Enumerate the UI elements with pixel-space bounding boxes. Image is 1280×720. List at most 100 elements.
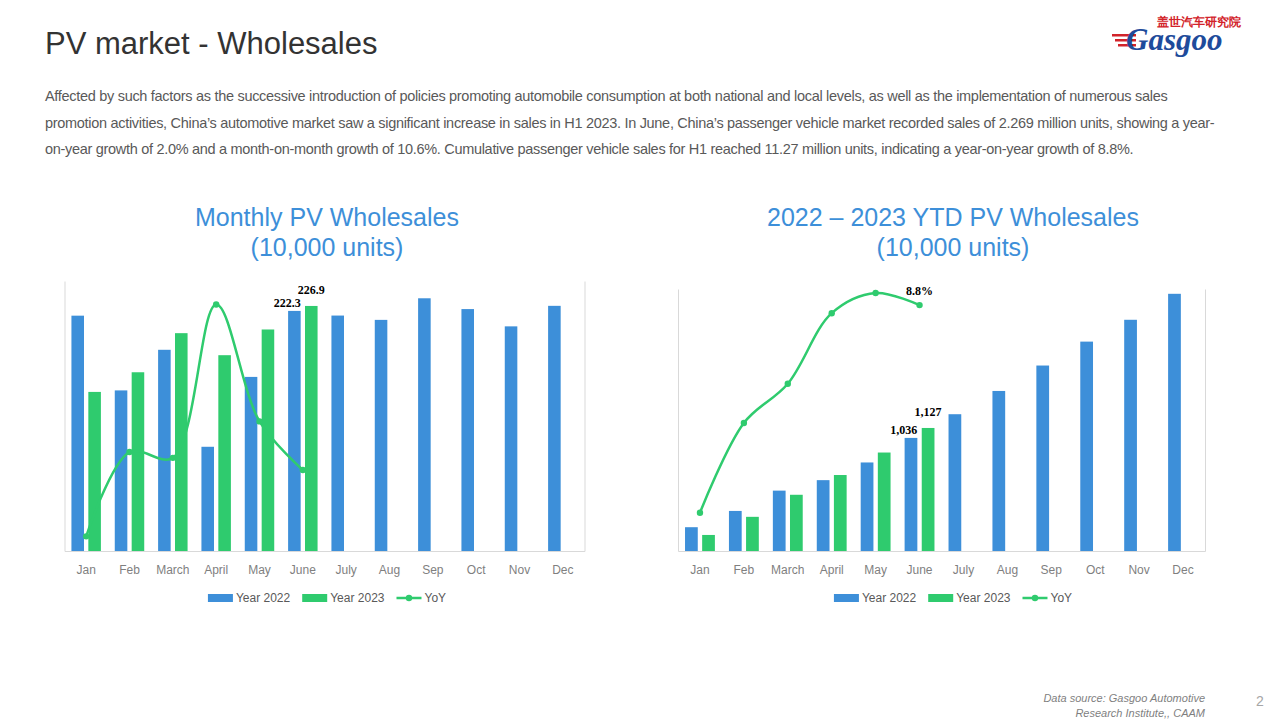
bar	[702, 535, 715, 551]
x-axis-tick: Nov	[1128, 551, 1149, 577]
bar	[729, 511, 742, 551]
line-marker	[916, 302, 922, 308]
x-axis-tick-label: Jan	[690, 563, 709, 577]
y2-axis-line	[585, 282, 586, 552]
x-axis-tick: Aug	[997, 551, 1018, 577]
line-marker	[83, 533, 89, 539]
line	[86, 305, 303, 537]
legend-label: Year 2023	[956, 591, 1011, 605]
bar	[1080, 342, 1093, 551]
data-label: 1,127	[915, 405, 942, 419]
x-axis-tick: April	[204, 551, 228, 577]
x-axis-tick-label: April	[820, 563, 844, 577]
line-marker	[300, 467, 306, 473]
bar	[331, 316, 344, 551]
x-axis: JanFebMarchAprilMayJuneJulyAugSepOctNovD…	[65, 551, 585, 577]
x-axis-tick: March	[156, 551, 189, 577]
bar	[746, 517, 759, 551]
x-axis-tick-label: Oct	[467, 563, 486, 577]
x-axis-tick: April	[820, 551, 844, 577]
bar	[922, 428, 935, 551]
bar	[1168, 294, 1181, 551]
page-number: 2	[1256, 693, 1264, 709]
plot-area	[685, 290, 1181, 551]
line-marker	[256, 418, 262, 424]
legend-label: Year 2023	[330, 591, 385, 605]
chart-title: 2022 – 2023 YTD PV Wholesales	[767, 203, 1139, 231]
bar	[375, 320, 388, 551]
x-axis-tick-label: May	[248, 563, 271, 577]
x-axis-tick: Dec	[552, 551, 573, 577]
x-axis-tick-label: June	[907, 563, 933, 577]
legend-label: Year 2022	[862, 591, 917, 605]
y-axis-line	[65, 282, 66, 552]
bar	[1036, 366, 1049, 551]
data-label: 222.3	[274, 296, 301, 310]
line-marker	[170, 455, 176, 461]
x-axis-tick: Sep	[1041, 551, 1063, 577]
legend-item: Year 2023	[928, 591, 1011, 605]
y-axis	[678, 290, 679, 552]
legend-item: Year 2022	[834, 591, 917, 605]
x-axis-tick: Jan	[690, 551, 709, 577]
bar	[548, 306, 561, 551]
line-marker	[741, 420, 747, 426]
line-marker	[785, 381, 791, 387]
legend-label: Year 2022	[236, 591, 291, 605]
x-axis-tick-label: Dec	[552, 563, 573, 577]
bar	[505, 326, 518, 551]
x-axis-tick: Feb	[734, 551, 755, 577]
y-axis	[65, 282, 66, 552]
bar	[685, 527, 698, 551]
x-axis-tick: Oct	[467, 551, 486, 577]
legend-swatch	[302, 594, 327, 602]
x-axis-tick: March	[771, 551, 804, 577]
bar	[305, 306, 318, 551]
bar	[1124, 320, 1137, 551]
x-axis-tick-label: Jan	[76, 563, 95, 577]
legend: Year 2022Year 2023YoY	[208, 591, 446, 605]
bar	[773, 491, 786, 551]
x-axis-tick-label: Aug	[379, 563, 400, 577]
x-axis-tick: July	[953, 551, 974, 577]
x-axis-tick: May	[248, 551, 271, 577]
data-label: 8.8%	[906, 284, 933, 298]
x-axis-tick-label: July	[953, 563, 974, 577]
x-axis-tick: June	[290, 551, 316, 577]
logo: 盖世汽车研究院Gasgoo	[1112, 15, 1241, 57]
y2-axis-line	[1205, 290, 1206, 552]
legend-swatch-marker	[1032, 595, 1038, 601]
legend-item: Year 2023	[302, 591, 385, 605]
x-axis-line	[679, 551, 1206, 552]
chart-title: Monthly PV Wholesales	[195, 203, 459, 231]
legend-item: Year 2022	[208, 591, 291, 605]
x-axis-tick-label: March	[771, 563, 804, 577]
line	[700, 293, 920, 513]
x-axis-tick-label: Oct	[1086, 563, 1105, 577]
bar	[418, 298, 431, 551]
legend-label: YoY	[1050, 591, 1072, 605]
x-axis-tick: Nov	[509, 551, 530, 577]
line-marker	[829, 310, 835, 316]
x-axis-tick-label: Nov	[1128, 563, 1149, 577]
logo-en: Gasgoo	[1126, 22, 1222, 57]
x-axis-tick: Feb	[119, 551, 140, 577]
paragraph: Affected by such factors as the successi…	[45, 83, 1225, 163]
bar	[201, 447, 214, 551]
legend-swatch-marker	[406, 595, 412, 601]
bar	[861, 462, 874, 551]
source-note: Data source: Gasgoo Automotive	[1043, 692, 1205, 704]
legend: Year 2022 Year 2023 YoY	[834, 591, 1072, 605]
bar	[132, 372, 145, 551]
chart-subtitle: (10,000 units)	[877, 233, 1030, 261]
bar	[817, 480, 830, 551]
data-labels: 1,0361,1278.8%	[890, 284, 941, 437]
bar	[288, 311, 301, 551]
bar	[878, 453, 891, 551]
plot-area	[71, 298, 560, 551]
x-axis-tick: Oct	[1086, 551, 1105, 577]
legend-swatch	[208, 594, 233, 602]
line-marker	[126, 449, 132, 455]
page-title: PV market - Wholesales	[45, 26, 378, 61]
data-label: 226.9	[298, 283, 325, 297]
